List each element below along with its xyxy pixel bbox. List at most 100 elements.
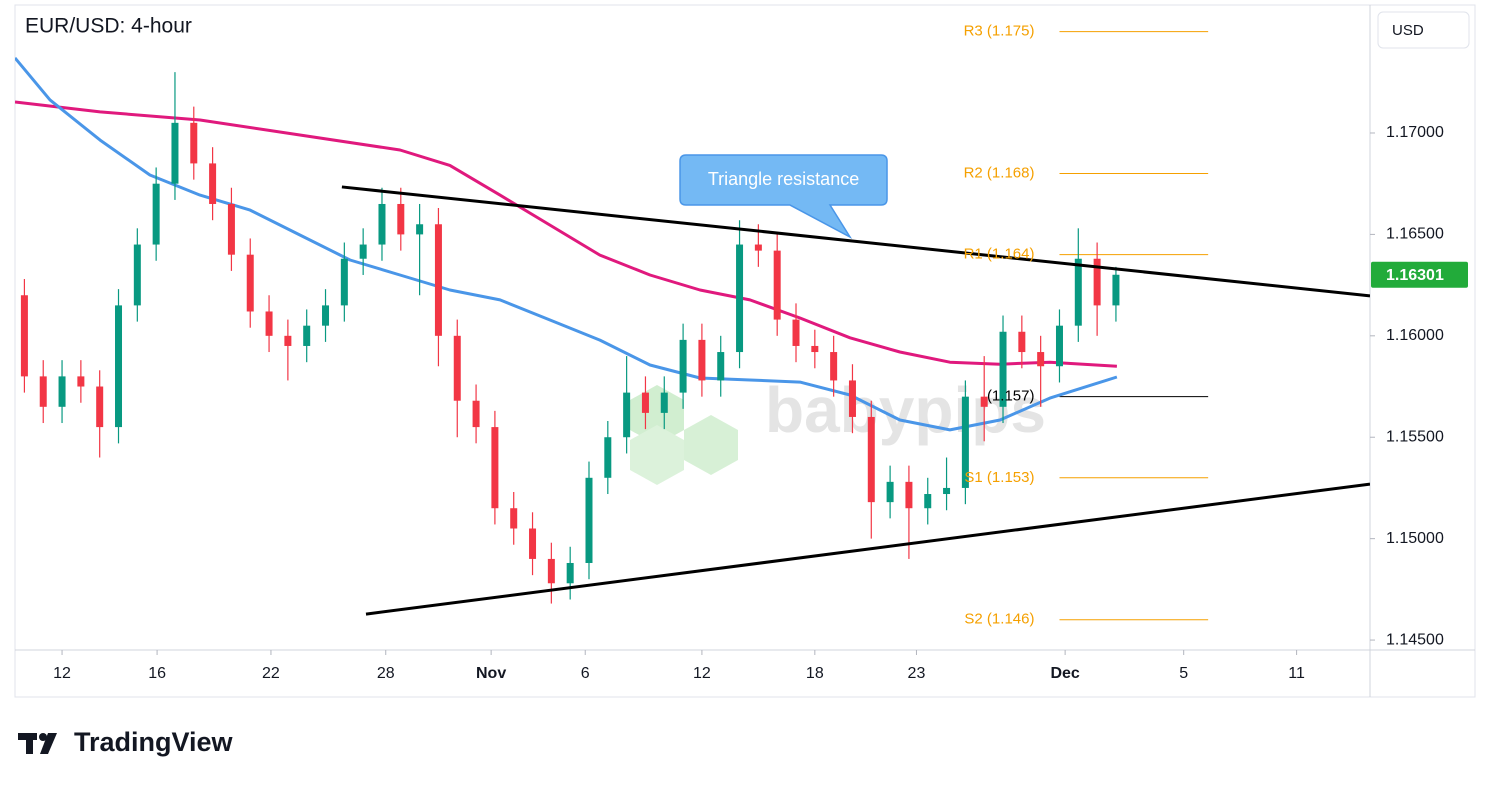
- currency-box[interactable]: [1377, 11, 1470, 49]
- candle-body: [190, 122, 198, 164]
- candle-body: [77, 376, 85, 387]
- candle-body: [547, 558, 555, 584]
- candle-body: [171, 122, 179, 184]
- branding-logo: [18, 733, 57, 754]
- branding-text: TradingView: [74, 727, 234, 757]
- candle-body: [96, 386, 104, 428]
- candle-body: [698, 339, 706, 381]
- candle-body: [961, 396, 969, 488]
- candle-body: [434, 224, 442, 336]
- annotation-text: Triangle resistance: [708, 169, 859, 189]
- trendline: [365, 482, 1370, 616]
- y-tick-label: 1.14500: [1386, 631, 1444, 648]
- x-tick-label: 23: [908, 665, 926, 682]
- last-price-label: 1.16301: [1386, 267, 1444, 284]
- candle-body: [1074, 258, 1082, 326]
- x-tick-label: 11: [1288, 665, 1305, 682]
- candle-body: [943, 487, 951, 495]
- x-tick-label: 12: [693, 665, 711, 682]
- x-tick-label: Dec: [1050, 665, 1079, 682]
- candle-body: [378, 203, 386, 245]
- candle-body: [209, 163, 217, 204]
- candle-body: [830, 352, 838, 381]
- pivot-label: S1 (1.153): [964, 469, 1034, 486]
- annotation-callout: [679, 154, 888, 240]
- moving-average: [15, 56, 1118, 432]
- y-tick-label: 1.17000: [1386, 124, 1444, 141]
- trendline: [341, 185, 1370, 298]
- candle-body: [133, 244, 141, 306]
- candle-body: [660, 392, 668, 413]
- candle-body: [246, 254, 254, 312]
- candle-body: [472, 400, 480, 428]
- candle-body: [1018, 331, 1026, 353]
- last-price-tag: [1371, 261, 1468, 288]
- x-tick-label: 22: [262, 665, 280, 682]
- candle-body: [322, 305, 330, 326]
- candle-body: [529, 528, 537, 559]
- candle-body: [20, 295, 28, 377]
- pivot-label: R3 (1.175): [964, 23, 1035, 40]
- x-tick-label: Nov: [476, 665, 506, 682]
- candle-body: [999, 331, 1007, 407]
- candle-body: [227, 203, 235, 255]
- candle-body: [848, 380, 856, 417]
- candle-body: [39, 376, 47, 407]
- plot-area: [15, 31, 1370, 621]
- candle-body: [340, 258, 348, 306]
- moving-average: [15, 100, 1117, 368]
- candle-body: [1093, 258, 1101, 306]
- chart-title: EUR/USD: 4-hour: [25, 15, 192, 38]
- y-tick-label: 1.15500: [1386, 428, 1444, 445]
- candle-body: [58, 376, 66, 407]
- overlay: R3 (1.175) R2 (1.168) R1 (1.164) (1.157) S1 …: [679, 23, 1035, 628]
- candle-body: [265, 311, 273, 336]
- y-tick-label: 1.16500: [1386, 226, 1444, 243]
- candle-body: [623, 392, 631, 438]
- candle-body: [641, 392, 649, 413]
- candle-body: [867, 416, 875, 503]
- candle-body: [1055, 325, 1063, 367]
- candle-body: [491, 427, 499, 509]
- candle-body: [397, 203, 405, 235]
- x-tick-label: 18: [806, 665, 824, 682]
- candle-body: [736, 244, 744, 353]
- candle-body: [416, 224, 424, 235]
- candle-body: [1037, 352, 1045, 367]
- pivot-label: R2 (1.168): [964, 165, 1035, 182]
- x-tick-label: 12: [53, 665, 71, 682]
- candle-body: [510, 508, 518, 529]
- candle-body: [980, 396, 988, 407]
- candle-body: [717, 352, 725, 381]
- chart-frame: [14, 4, 1476, 698]
- y-tick-label: 1.15000: [1386, 530, 1444, 547]
- candle-body: [453, 335, 461, 401]
- x-tick-label: 6: [581, 665, 590, 682]
- candle-body: [1112, 274, 1120, 306]
- candle-body: [585, 477, 593, 563]
- candle-body: [303, 325, 311, 346]
- x-tick-label: 16: [148, 665, 166, 682]
- pivot-label: S2 (1.146): [964, 611, 1034, 628]
- candle-body: [115, 305, 123, 428]
- candle-body: [811, 345, 819, 353]
- pivot-label: (1.157): [987, 388, 1035, 405]
- candle-body: [152, 183, 160, 245]
- candle-body: [924, 494, 932, 509]
- y-tick-label: 1.16000: [1386, 327, 1444, 344]
- candle-body: [359, 244, 367, 259]
- candle-body: [905, 481, 913, 509]
- candle-body: [679, 339, 687, 393]
- candle-body: [773, 250, 781, 320]
- candle-body: [754, 244, 762, 251]
- x-tick-label: 5: [1179, 665, 1188, 682]
- currency-label: USD: [1392, 22, 1424, 39]
- candle-body: [792, 319, 800, 346]
- candle-body: [284, 335, 292, 346]
- pivot-label: R1 (1.164): [964, 246, 1035, 263]
- x-tick-label: 28: [377, 665, 395, 682]
- candle-body: [604, 437, 612, 478]
- candle-body: [886, 481, 894, 503]
